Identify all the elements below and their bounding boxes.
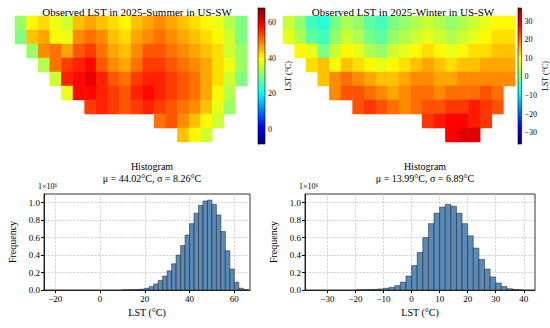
svg-text:−20: −20 [348, 294, 363, 304]
svg-text:1×10⁶: 1×10⁶ [38, 182, 58, 191]
svg-text:40: 40 [519, 294, 529, 304]
svg-text:60: 60 [268, 18, 276, 27]
svg-text:0.2: 0.2 [29, 268, 40, 278]
svg-text:−10: −10 [525, 91, 538, 100]
svg-text:40: 40 [268, 54, 276, 63]
svg-text:0: 0 [409, 294, 414, 304]
svg-text:0.8: 0.8 [29, 215, 41, 225]
svg-text:0: 0 [268, 125, 272, 134]
svg-text:Frequency: Frequency [7, 221, 18, 263]
svg-text:−30: −30 [320, 294, 335, 304]
svg-text:60: 60 [230, 294, 240, 304]
svg-text:LST (°C): LST (°C) [284, 61, 293, 91]
svg-text:−20: −20 [525, 110, 538, 119]
svg-text:1.0: 1.0 [29, 198, 41, 208]
svg-text:10: 10 [525, 54, 533, 63]
svg-text:0.6: 0.6 [29, 233, 41, 243]
svg-text:Frequency: Frequency [268, 221, 279, 263]
svg-text:LST (°C): LST (°C) [128, 307, 165, 319]
svg-text:20: 20 [463, 294, 473, 304]
svg-text:−20: −20 [48, 294, 63, 304]
svg-text:−10: −10 [376, 294, 391, 304]
svg-text:0: 0 [98, 294, 103, 304]
svg-text:0.4: 0.4 [290, 250, 302, 260]
svg-text:Histogram: Histogram [404, 161, 446, 172]
svg-text:Observed LST in 2025-Winter in: Observed LST in 2025-Winter in US-SW [312, 6, 495, 18]
svg-text:LST (°C): LST (°C) [401, 307, 438, 319]
svg-text:LST (°C): LST (°C) [541, 61, 550, 91]
svg-text:40: 40 [185, 294, 195, 304]
svg-text:30: 30 [525, 17, 533, 26]
svg-text:1.0: 1.0 [290, 198, 302, 208]
svg-text:0.0: 0.0 [29, 285, 41, 295]
svg-text:μ = 44.02°C, σ = 8.26°C: μ = 44.02°C, σ = 8.26°C [103, 173, 202, 184]
svg-text:20: 20 [140, 294, 150, 304]
svg-text:μ = 13.99°C, σ = 6.89°C: μ = 13.99°C, σ = 6.89°C [376, 173, 475, 184]
svg-text:1×10⁶: 1×10⁶ [299, 182, 319, 191]
svg-text:30: 30 [491, 294, 501, 304]
svg-text:0.4: 0.4 [29, 250, 41, 260]
svg-text:0: 0 [525, 72, 529, 81]
svg-text:0.0: 0.0 [290, 285, 302, 295]
svg-text:20: 20 [525, 35, 533, 44]
svg-text:0.6: 0.6 [290, 233, 302, 243]
svg-text:−30: −30 [525, 128, 538, 137]
svg-text:0.8: 0.8 [290, 215, 302, 225]
svg-text:Histogram: Histogram [131, 161, 173, 172]
svg-text:10: 10 [435, 294, 445, 304]
svg-text:Observed LST in 2025-Summer in: Observed LST in 2025-Summer in US-SW [42, 6, 232, 18]
svg-text:20: 20 [268, 89, 276, 98]
svg-text:0.2: 0.2 [290, 268, 301, 278]
